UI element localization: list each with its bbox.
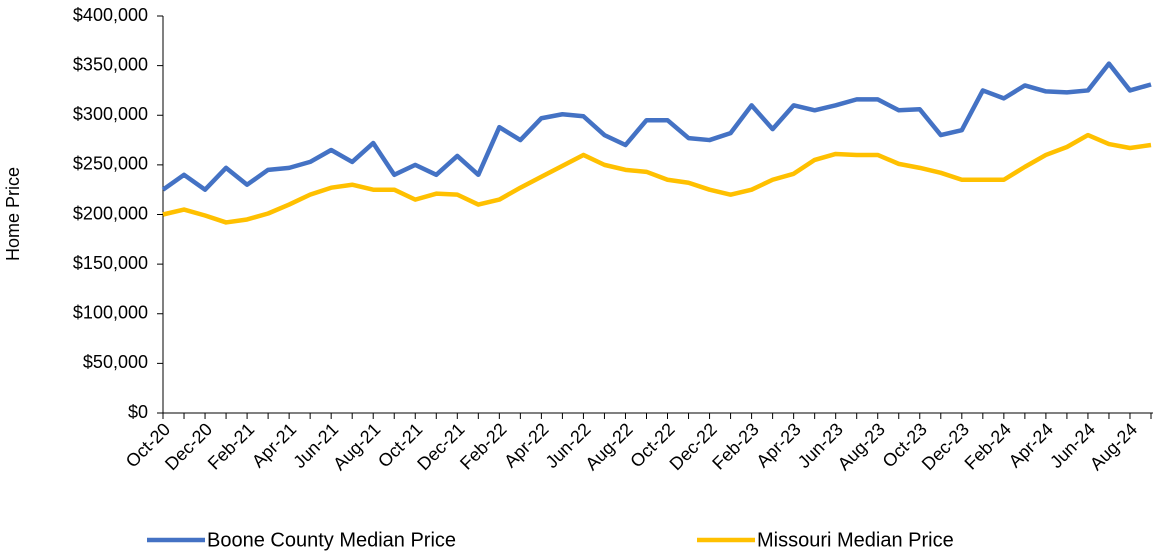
y-tick-label: $350,000: [73, 54, 148, 74]
x-tick-label: Feb-23: [708, 419, 762, 473]
x-tick-label: Feb-21: [204, 419, 258, 473]
x-tick-label: Aug-24: [1086, 419, 1141, 474]
x-tick-label: Apr-23: [752, 419, 804, 471]
legend-label: Boone County Median Price: [207, 529, 456, 551]
y-tick-label: $400,000: [73, 5, 148, 25]
series-line: [162, 132, 1152, 225]
x-tick-label: Dec-23: [918, 419, 973, 474]
x-tick-label: Apr-24: [1005, 419, 1057, 471]
y-tick-label: $150,000: [73, 253, 148, 273]
y-tick-label: $200,000: [73, 203, 148, 223]
legend-label: Missouri Median Price: [757, 529, 954, 551]
x-tick-label: Apr-22: [500, 419, 552, 471]
x-tick-label: Dec-22: [666, 419, 721, 474]
series-line: [161, 61, 1152, 192]
x-tick-label: Dec-20: [161, 419, 216, 474]
x-tick-label: Aug-23: [834, 419, 889, 474]
y-tick-label: $300,000: [73, 104, 148, 124]
y-tick-label: $250,000: [73, 154, 148, 174]
x-tick-label: Feb-24: [961, 419, 1015, 473]
x-tick-label: Apr-21: [248, 419, 300, 471]
x-tick-label: Feb-22: [456, 419, 510, 473]
x-tick-label: Aug-21: [329, 419, 384, 474]
y-tick-label: $100,000: [73, 303, 148, 323]
y-axis-title: Home Price: [3, 167, 23, 261]
x-tick-label: Dec-21: [413, 419, 468, 474]
x-tick-label: Aug-22: [581, 419, 636, 474]
y-tick-label: $50,000: [83, 352, 148, 372]
y-tick-label: $0: [128, 402, 148, 422]
